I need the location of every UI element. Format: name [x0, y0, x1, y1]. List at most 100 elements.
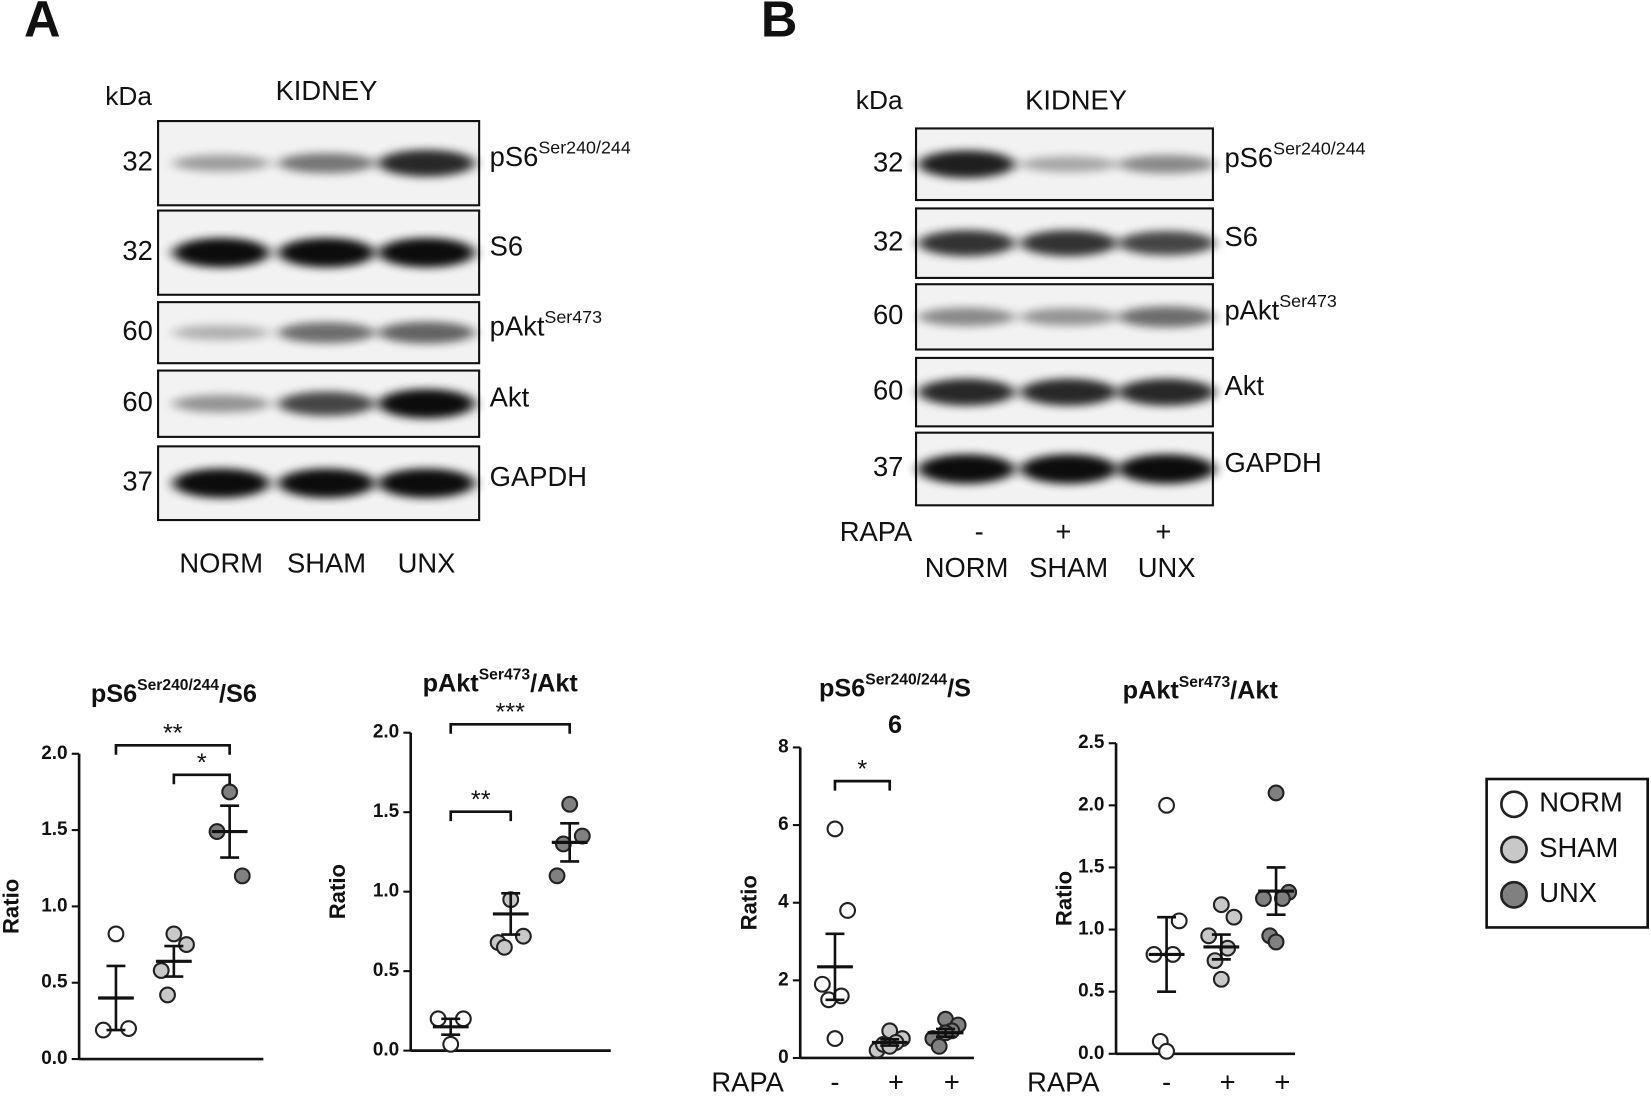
tissue-label: KIDNEY [276, 75, 378, 106]
treatment-value: + [1220, 1067, 1236, 1098]
blot-band [172, 325, 270, 341]
kda-value: 60 [122, 315, 152, 346]
y-tick-label: 2.0 [41, 743, 67, 764]
blot-band [172, 394, 270, 413]
kda-header: kDa [105, 81, 152, 111]
protein-label: GAPDH [1224, 447, 1321, 478]
y-tick-label: 1.0 [373, 881, 399, 902]
treatment-value: - [830, 1067, 839, 1098]
chart-title-line2: 6 [888, 711, 902, 739]
kda-value: 32 [873, 225, 903, 256]
protein-label: S6 [490, 231, 523, 262]
legend-label: SHAM [1539, 832, 1618, 863]
blot-band [1020, 156, 1118, 173]
blot-band [278, 391, 375, 416]
treatment-value: + [888, 1067, 904, 1098]
protein-label: GAPDH [490, 461, 587, 492]
data-point [178, 936, 195, 953]
chart-title-main: pS6 [819, 674, 865, 702]
significance-bracket [114, 744, 231, 755]
kda-value: 32 [122, 235, 152, 266]
y-tick-label: 1.0 [41, 895, 67, 916]
significance-bracket [172, 773, 231, 785]
y-tick-label: 1.0 [1078, 919, 1104, 940]
panel-letter: A [24, 0, 60, 48]
chart-title-main: pS6 [91, 679, 137, 707]
lane-label: SHAM [287, 548, 366, 579]
blot-band [278, 468, 375, 498]
treatment-label: RAPA [840, 516, 913, 547]
protein-name: S6 [1224, 221, 1257, 252]
panel-letter: B [761, 0, 797, 48]
y-tick-label: 0.5 [41, 972, 67, 993]
protein-name: pAkt [490, 311, 545, 342]
data-point [120, 1020, 138, 1037]
blot-band [1118, 154, 1216, 174]
kda-value: 37 [873, 451, 903, 482]
y-tick-label: 8 [778, 736, 789, 757]
data-point [826, 820, 844, 838]
data-point [813, 975, 831, 993]
y-tick-label: 2.0 [373, 722, 399, 743]
protein-label: pS6Ser240/244 [1224, 138, 1365, 173]
blot-band [172, 154, 270, 172]
data-point [1212, 970, 1230, 988]
treatment-value: + [1274, 1067, 1290, 1098]
treatment-value: + [944, 1067, 960, 1098]
blot-band [1020, 308, 1118, 326]
protein-site: Ser240/244 [1273, 138, 1365, 158]
protein-name: pS6 [1224, 142, 1273, 173]
treatment-value: - [1162, 1067, 1171, 1098]
legend-swatch [1500, 790, 1528, 819]
blot-band [172, 468, 270, 498]
blot-band [278, 322, 375, 344]
data-point [159, 986, 176, 1004]
y-tick-label: 1.5 [41, 819, 67, 840]
chart-title: pAktSer473/Akt [1123, 674, 1279, 704]
chart-title: pS6Ser240/244/S [819, 672, 971, 702]
data-point [1158, 796, 1176, 814]
chart-title-main: pAkt [423, 669, 480, 697]
treatment-value: + [1055, 516, 1071, 547]
chart-title-rest: /S [947, 674, 971, 702]
lane-label: UNX [398, 548, 456, 579]
significance-label: ** [471, 786, 491, 814]
blot-band [918, 454, 1015, 484]
data-point [839, 902, 857, 919]
blot-band [918, 307, 1015, 327]
y-axis-label: Ratio [1051, 871, 1076, 926]
protein-label: pAktSer473 [1224, 291, 1336, 326]
data-point [561, 795, 579, 813]
y-tick-label: 0.0 [1078, 1043, 1104, 1064]
blot-band [378, 237, 475, 268]
blot-band [1118, 230, 1216, 256]
y-tick-label: 2.5 [1078, 732, 1104, 753]
legend-swatch [1500, 880, 1528, 909]
blot-band [1020, 454, 1118, 484]
kda-value: 32 [873, 146, 903, 177]
significance-label: * [197, 749, 207, 777]
chart-title-sup: Ser240/244 [137, 677, 219, 694]
lane-label: SHAM [1029, 552, 1108, 583]
data-point [1170, 912, 1188, 930]
data-point [1225, 908, 1243, 926]
kda-value: 60 [873, 374, 903, 405]
treatment-value: + [1155, 516, 1171, 547]
kda-value: 32 [122, 145, 152, 176]
treatment-value: - [975, 516, 984, 547]
blot-band [1020, 378, 1118, 406]
legend-label: UNX [1539, 877, 1597, 908]
blot-band [278, 237, 375, 268]
lane-label: UNX [1138, 552, 1196, 583]
protein-name: pAkt [1224, 295, 1279, 326]
chart-title-sup: Ser473 [479, 667, 531, 684]
protein-label: pAktSer473 [490, 307, 602, 342]
blot-band [172, 237, 270, 268]
y-tick-label: 1.5 [1078, 856, 1104, 877]
tissue-label: KIDNEY [1025, 84, 1127, 115]
significance-label: * [857, 755, 867, 783]
blot-band [1118, 454, 1216, 484]
y-tick-label: 1.5 [373, 801, 399, 822]
significance-bracket [449, 722, 572, 734]
